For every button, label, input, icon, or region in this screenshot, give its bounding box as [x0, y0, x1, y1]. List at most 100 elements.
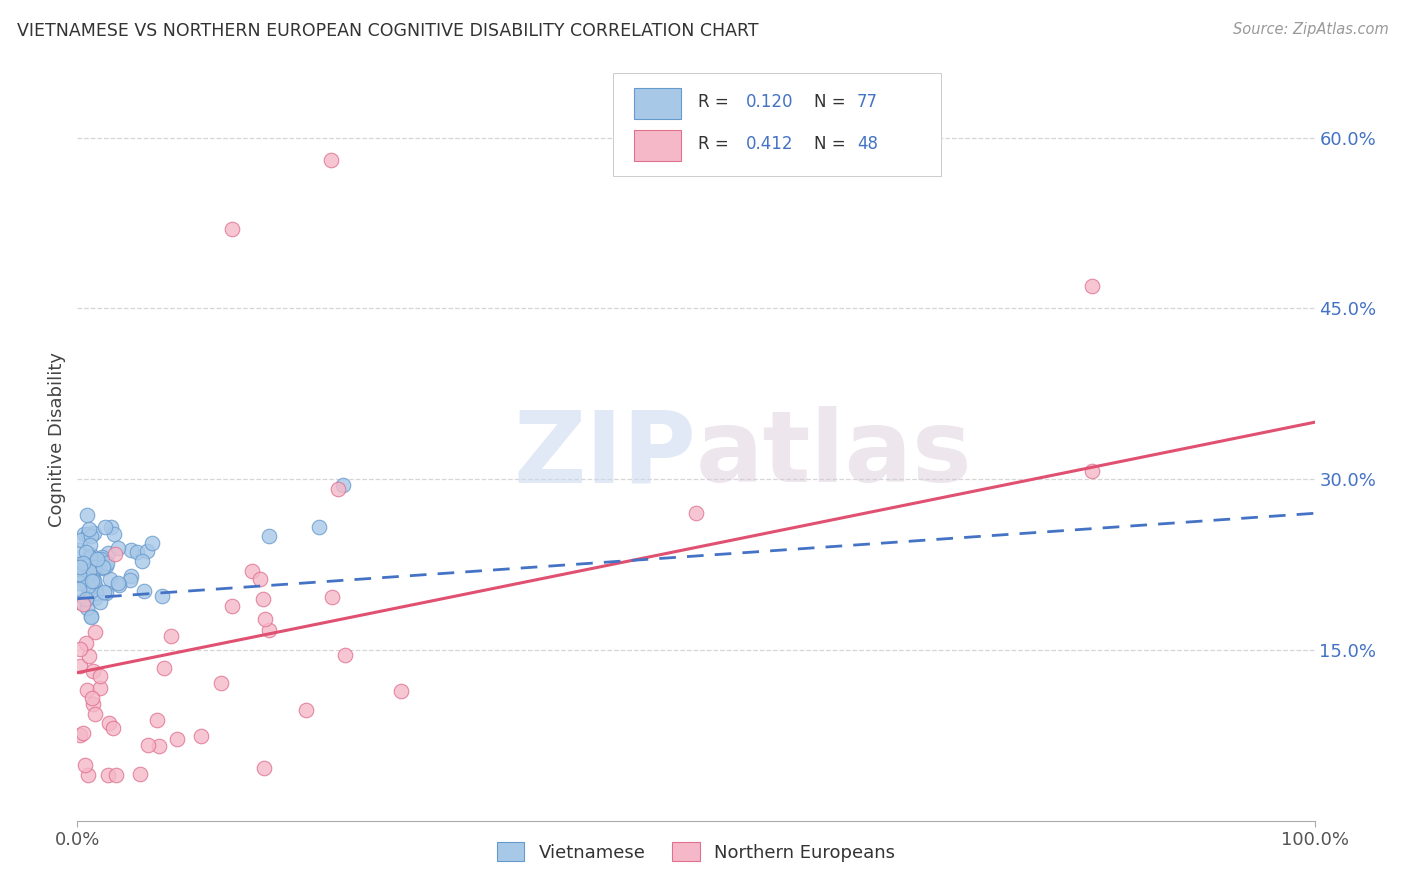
Point [77, 522, 100, 536]
Point [73, 557, 96, 571]
Point [321, 591, 343, 605]
Point [69, 642, 91, 657]
Legend: Vietnamese, Northern Europeans: Vietnamese, Northern Europeans [489, 835, 903, 869]
Point [84, 579, 107, 593]
Point [70, 573, 93, 587]
Point [221, 221, 243, 235]
Point [91, 561, 114, 575]
Point [1081, 278, 1104, 293]
Point [125, 545, 148, 559]
Y-axis label: Cognitive Disability: Cognitive Disability [48, 351, 66, 527]
Point [240, 564, 263, 578]
Point [75, 576, 97, 591]
Point [129, 767, 152, 781]
Point [77, 648, 100, 663]
Point [83, 526, 105, 541]
Point [132, 583, 155, 598]
Point [73, 758, 96, 772]
Text: atlas: atlas [696, 406, 973, 503]
Point [257, 529, 280, 543]
Point [80, 529, 103, 543]
Text: R =: R = [699, 136, 734, 153]
Point [150, 589, 173, 603]
Point [319, 153, 342, 168]
Point [1081, 464, 1104, 478]
Point [75, 636, 97, 650]
Point [75, 591, 97, 606]
Point [79, 550, 101, 565]
Text: 0.120: 0.120 [745, 94, 793, 112]
Point [77, 768, 100, 782]
Point [253, 761, 276, 775]
Point [97, 768, 120, 782]
Point [76, 508, 98, 523]
Point [72, 570, 94, 584]
Point [100, 520, 122, 534]
Point [76, 582, 98, 596]
Point [89, 595, 111, 609]
Point [89, 681, 111, 695]
Text: VIETNAMESE VS NORTHERN EUROPEAN COGNITIVE DISABILITY CORRELATION CHART: VIETNAMESE VS NORTHERN EUROPEAN COGNITIV… [17, 22, 758, 40]
Point [82, 571, 104, 585]
Point [84, 625, 107, 640]
Text: R =: R = [699, 94, 734, 112]
Point [72, 597, 94, 611]
Point [76, 601, 98, 615]
Point [93, 584, 115, 599]
Point [101, 721, 124, 735]
Point [135, 544, 157, 558]
Point [160, 629, 183, 643]
Point [77, 564, 100, 578]
Point [87, 553, 110, 567]
Point [252, 591, 274, 606]
Point [190, 729, 212, 743]
Point [104, 768, 127, 782]
Text: Source: ZipAtlas.com: Source: ZipAtlas.com [1233, 22, 1389, 37]
Point [83, 559, 105, 574]
Point [73, 556, 96, 570]
Point [80, 574, 103, 588]
Point [75, 545, 97, 559]
Point [72, 556, 94, 570]
FancyBboxPatch shape [634, 130, 681, 161]
Point [72, 566, 94, 580]
Point [82, 566, 104, 581]
Point [82, 572, 104, 586]
Point [294, 703, 316, 717]
Point [89, 669, 111, 683]
Text: ZIP: ZIP [513, 406, 696, 503]
Point [221, 599, 243, 613]
Point [67, 567, 90, 582]
Point [104, 548, 127, 562]
Point [82, 664, 104, 678]
Point [148, 739, 170, 753]
Point [91, 560, 114, 574]
Point [84, 707, 107, 722]
Point [120, 573, 142, 587]
Point [69, 728, 91, 742]
Text: N =: N = [814, 136, 851, 153]
Point [79, 574, 101, 589]
Text: N =: N = [814, 94, 851, 112]
Point [153, 660, 176, 674]
Point [69, 560, 91, 574]
Point [67, 571, 90, 585]
Point [308, 520, 330, 534]
Point [80, 555, 103, 569]
Point [67, 595, 90, 609]
Point [98, 572, 121, 586]
Point [257, 623, 280, 637]
Point [209, 675, 232, 690]
FancyBboxPatch shape [613, 73, 941, 177]
Point [166, 732, 188, 747]
Point [146, 713, 169, 727]
Point [67, 576, 90, 591]
Point [80, 566, 103, 580]
Point [67, 567, 90, 582]
Point [98, 715, 121, 730]
Point [249, 572, 271, 586]
Point [69, 582, 91, 596]
Point [389, 684, 412, 698]
Point [136, 738, 159, 752]
Text: 77: 77 [856, 94, 877, 112]
